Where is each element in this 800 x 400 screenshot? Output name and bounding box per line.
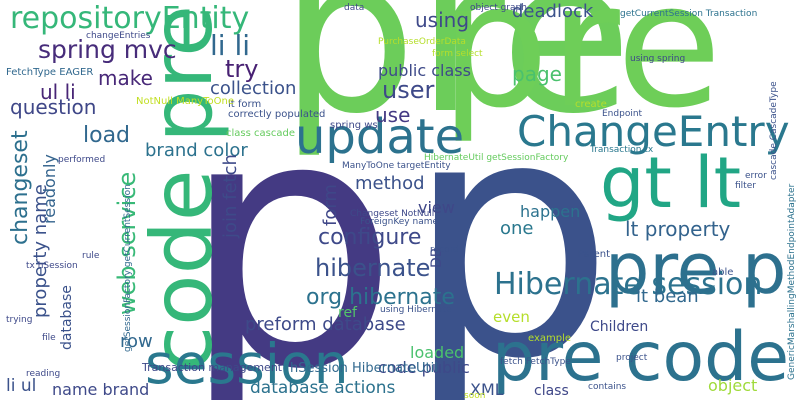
word-gt-lt: gt lt (600, 142, 742, 224)
word-session: session (145, 332, 349, 396)
word-using-spring: using spring (630, 54, 686, 64)
word-hibernateutil-getsessionfactory: HibernateUtil getSessionFactory (424, 153, 569, 163)
word-pre-top-center: pre (280, 0, 633, 161)
word-endpoint: Endpoint (602, 109, 643, 119)
word-foreignkey-name: ForeignKey name (360, 217, 439, 227)
word-loaded: loaded (410, 343, 465, 362)
word-pre-code: pre code (492, 318, 790, 397)
word-ul-li: ul li (40, 80, 76, 104)
word-load: load (83, 123, 131, 148)
word-spring-ws: spring ws (330, 120, 378, 131)
word-repositoryentity: repositoryEntity (10, 1, 250, 36)
word-children: Children (590, 319, 649, 335)
word-fetchtype-eager: FetchType EAGER (6, 67, 94, 78)
word-contains: contains (588, 382, 627, 392)
word-page: page (512, 62, 562, 86)
word-changeentry: ChangeEntry (517, 107, 790, 156)
word-parent: Parent (578, 249, 611, 260)
word-object: object (708, 376, 758, 395)
word-even: even (493, 308, 530, 326)
word-file: file (42, 333, 56, 343)
word-create: create (575, 99, 607, 110)
word-notnull-manytoone: NotNull ManyToOne (136, 96, 234, 107)
word-lt-bean: lt bean (636, 286, 699, 307)
word-happen: happen (520, 202, 581, 221)
word-lt-form: lt form (228, 99, 262, 110)
word-using-hibernate: using Hibernate (380, 305, 452, 315)
word-changeentries: changeEntries (86, 31, 151, 41)
word-class-cascade: class cascade (226, 128, 295, 139)
word-fetch-fetchtype: fetch FetchType (500, 357, 571, 367)
word-soon: soon (464, 391, 486, 400)
word-pre-p: pre p (605, 228, 787, 310)
word-changeset-notnull: Changeset NotNull (350, 209, 435, 219)
word-make: make (98, 66, 153, 90)
word-try: try (225, 55, 259, 83)
word-li-ul: li ul (6, 376, 37, 396)
word-p-large-left: p (180, 44, 399, 400)
word-xml: XML (470, 380, 504, 399)
word-question: question (10, 95, 97, 119)
word-data: data (344, 3, 365, 13)
word-preform-database: preform database (245, 314, 406, 335)
word-rule: rule (82, 251, 100, 261)
word-deadlock: deadlock (512, 1, 594, 22)
word-li-li: li li (210, 29, 251, 62)
word-tx-hsession: tx hSession (26, 261, 78, 271)
word-example: example (528, 333, 572, 344)
word-lt-property: lt property (625, 217, 731, 241)
word-spring-mvc: spring mvc (38, 35, 177, 64)
word-user: user (382, 76, 435, 104)
word-database-vertical: database (59, 285, 75, 350)
word-pre-top-right: pre (440, 0, 722, 146)
word-brand-color: brand color (145, 140, 248, 161)
word-row: row (120, 331, 153, 352)
word-performed: performed (58, 155, 106, 165)
word-one: one (500, 218, 534, 239)
word-name-brand: name brand (52, 380, 150, 399)
word-method: method (355, 173, 425, 194)
word-join-fetch-vertical: join fetch (220, 154, 241, 238)
word-filter: filter (735, 181, 756, 191)
word-genericmarshallingmethodendpointadapter-vertical: GenericMarshallingMethodEndpointAdapter (787, 183, 797, 380)
word-correctly-populated: correctly populated (228, 109, 326, 120)
word-use: use (375, 103, 411, 127)
word-reading: reading (26, 369, 61, 379)
word-error: error (745, 171, 767, 181)
word-using: using (415, 8, 470, 32)
word-code-public: code public (378, 358, 470, 377)
word-transaction-tx: Transaction tx (590, 145, 654, 155)
word-able: able (712, 267, 734, 278)
word-object-graph: object graph (470, 3, 527, 13)
word-transaction-management: Transaction management (142, 361, 283, 374)
word-database-actions: database actions (250, 378, 396, 398)
word-form-vertical: form (320, 184, 341, 226)
word-changeset-vertical: changeset (8, 130, 33, 245)
word-class: class (534, 383, 569, 399)
word-view: view (418, 198, 455, 217)
word-trying: trying (6, 315, 33, 325)
word-configure: configure (318, 225, 422, 250)
word-update: update (295, 109, 465, 165)
word-getsessionfactory-getcurrentsession-vertical: getSessionFactory getCurrentSession (123, 184, 133, 352)
word-ref: ref (338, 305, 357, 321)
word-hsession-hibernateutil: hSession HibernateUtil (290, 361, 438, 376)
word-hibernate-session: Hibernate session (494, 267, 763, 302)
word-project: project (616, 353, 648, 363)
word-readonly-vertical: readonly (40, 154, 59, 224)
word-purchaseorderdata: PurchaseOrderData (378, 37, 466, 47)
word-form-select: form select (432, 49, 483, 59)
word-record: record (430, 245, 459, 255)
word-manytoone-targetentity: ManyToOne targetEntity (342, 161, 451, 171)
word-cascade-cascadetype-vertical: cascade CascadeType (769, 81, 779, 180)
word-public-class: public class (378, 61, 471, 80)
word-getcurrentsession-transaction: getCurrentSession Transaction (620, 9, 758, 19)
word-collection: collection (210, 78, 297, 99)
word-hibernate: hibernate (315, 254, 431, 282)
word-p-large-center: p (405, 47, 615, 400)
word-org-hibernate: org hibernate (306, 285, 455, 310)
